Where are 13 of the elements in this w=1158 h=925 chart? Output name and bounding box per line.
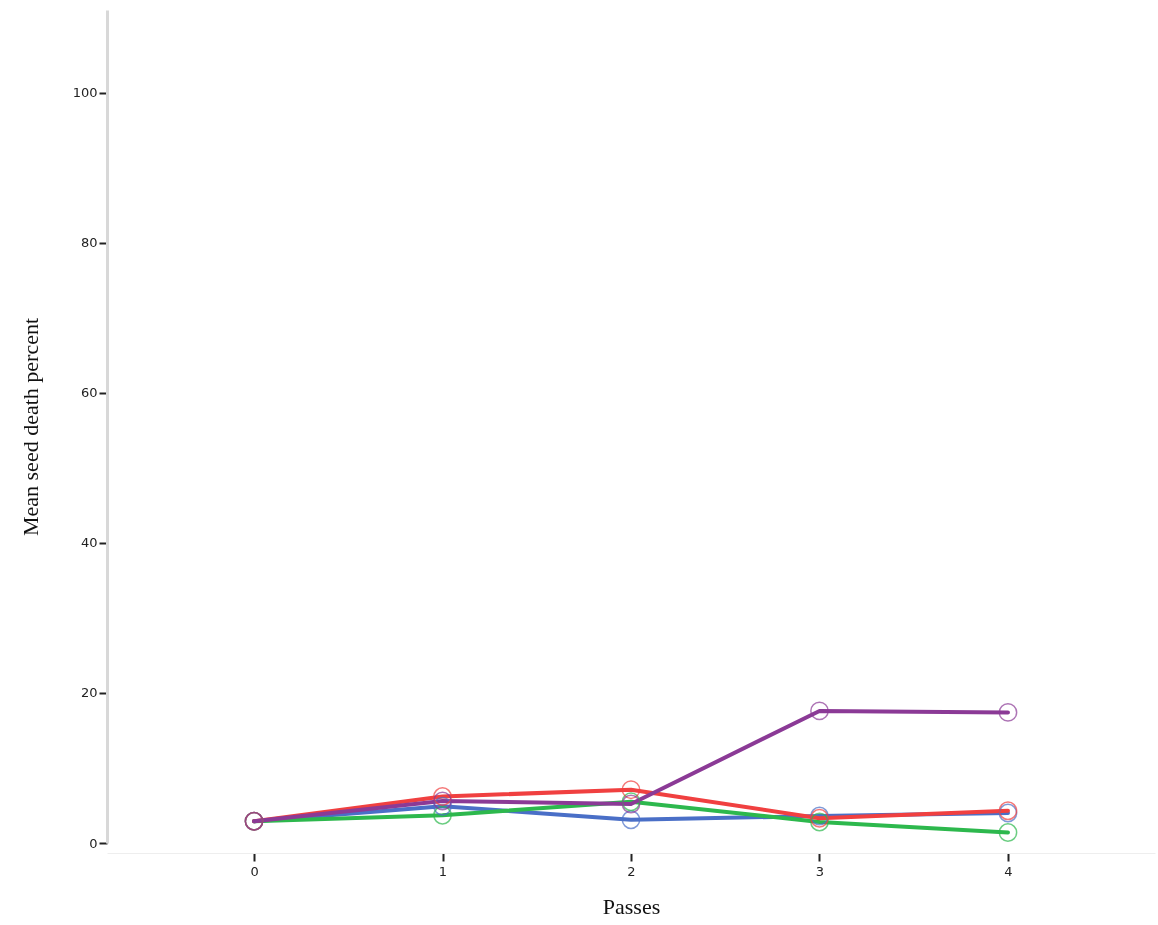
y-tick-label: 100 (72, 85, 98, 101)
x-tick-label: 1 (438, 863, 448, 879)
y-tick-label: 20 (80, 685, 98, 701)
x-tick-label: 4 (1004, 863, 1013, 879)
y-tick-label: 60 (80, 385, 98, 401)
y-tick-label: 40 (80, 535, 98, 551)
y-axis-title: Mean seed death percent (17, 317, 43, 537)
x-tick-label: 0 (250, 863, 259, 879)
x-axis-title: Passes (602, 893, 661, 919)
y-tick-label: 80 (80, 235, 98, 251)
x-tick-label: 3 (815, 863, 825, 879)
x-tick-label: 2 (627, 863, 636, 879)
y-tick-label: 0 (89, 835, 98, 851)
